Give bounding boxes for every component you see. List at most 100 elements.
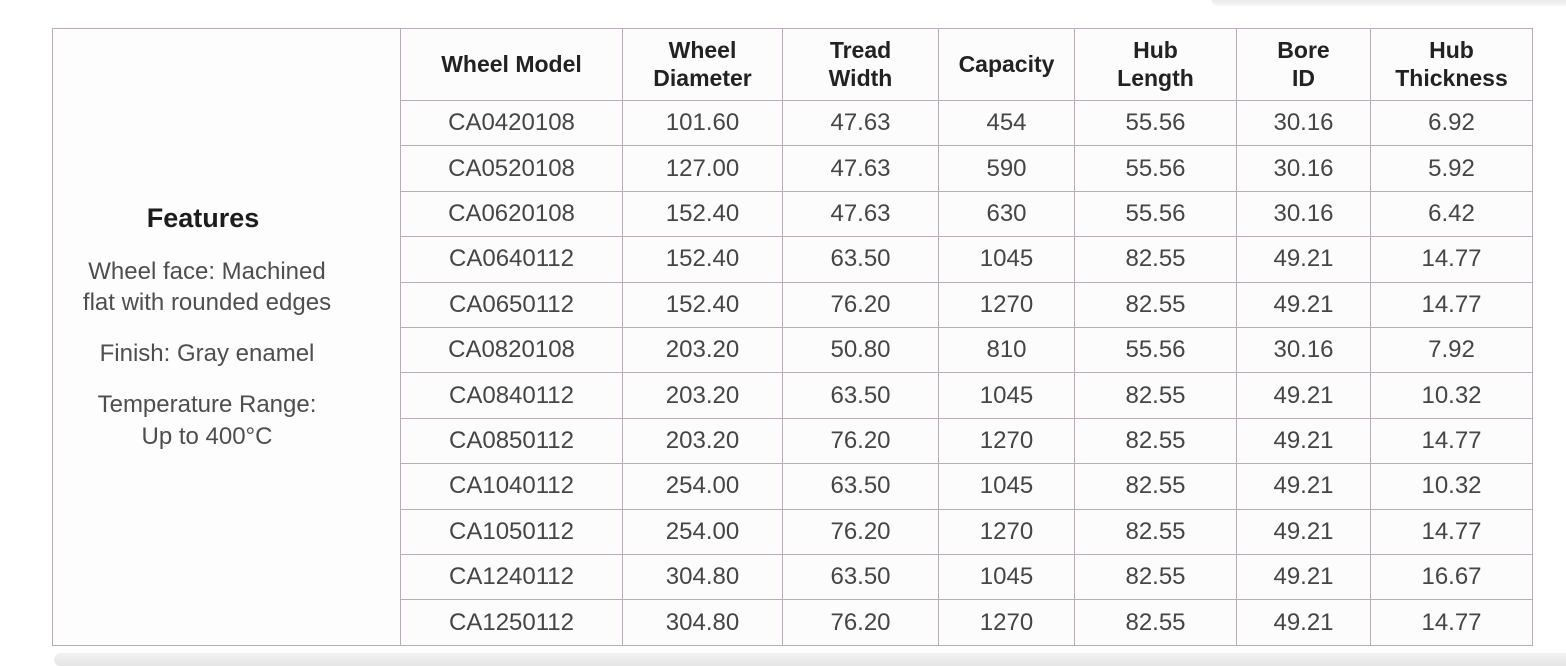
table-row: CA0620108 152.40 47.63 630 55.56 30.16 6… [53, 190, 1533, 238]
table-cell: 49.21 [1236, 463, 1371, 510]
page-edge-shadow-top [1212, 0, 1566, 6]
table-row: CA1040112 254.00 63.50 1045 82.55 49.21 … [53, 463, 1533, 510]
table-cell: 76.20 [782, 417, 939, 465]
table-row: CA0640112 152.40 63.50 1045 82.55 49.21 … [53, 236, 1533, 283]
table-cell: 127.00 [622, 145, 783, 192]
table-cell: 1270 [938, 599, 1075, 646]
wheel-model-cell: CA0420108 [400, 99, 623, 147]
wheel-model-cell: CA0650112 [400, 281, 623, 329]
table-cell: 30.16 [1236, 145, 1371, 192]
table-cell: 47.63 [782, 190, 939, 238]
table-cell: 30.16 [1236, 327, 1371, 374]
column-header-bore-id: Bore ID [1236, 28, 1371, 101]
table-cell: 82.55 [1074, 417, 1237, 465]
table-cell: 152.40 [622, 190, 783, 238]
table-cell: 55.56 [1074, 327, 1237, 374]
table-cell: 50.80 [782, 327, 939, 374]
table-cell: 14.77 [1370, 236, 1533, 283]
table-cell: 203.20 [622, 372, 783, 419]
table-cell: 1045 [938, 554, 1075, 601]
table-cell: 55.56 [1074, 145, 1237, 192]
table-cell: 6.42 [1370, 190, 1533, 238]
table-cell: 63.50 [782, 236, 939, 283]
table-cell: 10.32 [1370, 463, 1533, 510]
table-cell: 49.21 [1236, 554, 1371, 601]
table-cell: 1270 [938, 281, 1075, 329]
table-cell: 82.55 [1074, 554, 1237, 601]
table-cell: 47.63 [782, 99, 939, 147]
table-cell: 55.56 [1074, 99, 1237, 147]
column-header-capacity: Capacity [938, 28, 1075, 101]
table-cell: 82.55 [1074, 236, 1237, 283]
table-cell: 14.77 [1370, 281, 1533, 329]
table-cell: 63.50 [782, 554, 939, 601]
table-cell: 82.55 [1074, 372, 1237, 419]
wheel-model-cell: CA0640112 [400, 236, 623, 283]
table-cell: 590 [938, 145, 1075, 192]
wheel-model-cell: CA1250112 [400, 599, 623, 646]
feature-item-wheel-face: Wheel face: Machined flat with rounded e… [82, 257, 332, 317]
table-cell: 30.16 [1236, 190, 1371, 238]
table-cell: 1045 [938, 236, 1075, 283]
table-cell: 152.40 [622, 236, 783, 283]
table-cell: 49.21 [1236, 281, 1371, 329]
table-cell: 76.20 [782, 599, 939, 646]
wheel-model-cell: CA1050112 [400, 508, 623, 556]
column-header-wheel-diameter: Wheel Diameter [622, 28, 783, 101]
wheel-model-cell: CA0620108 [400, 190, 623, 238]
table-cell: 203.20 [622, 327, 783, 374]
wheel-model-cell: CA0820108 [400, 327, 623, 374]
feature-item-temperature: Temperature Range: Up to 400°C [97, 390, 317, 450]
table-cell: 7.92 [1370, 327, 1533, 374]
table-cell: 152.40 [622, 281, 783, 329]
column-header-wheel-model: Wheel Model [400, 28, 623, 101]
wheel-model-cell: CA1240112 [400, 554, 623, 601]
header-row: Features Wheel face: Machined flat with … [52, 28, 1533, 646]
table-row: CA0820108 203.20 50.80 810 55.56 30.16 7… [53, 327, 1533, 374]
table-cell: 1270 [938, 417, 1075, 465]
table-cell: 55.56 [1074, 190, 1237, 238]
table-row: CA1250112 304.80 76.20 1270 82.55 49.21 … [53, 599, 1533, 646]
table-cell: 47.63 [782, 145, 939, 192]
wheel-spec-table: Features Wheel face: Machined flat with … [52, 28, 1533, 646]
table-cell: 49.21 [1236, 508, 1371, 556]
table-cell: 63.50 [782, 463, 939, 510]
table-cell: 49.21 [1236, 599, 1371, 646]
feature-item-finish: Finish: Gray enamel [99, 340, 315, 368]
column-header-tread-width: Tread Width [782, 28, 939, 101]
table-cell: 1270 [938, 508, 1075, 556]
table-cell: 82.55 [1074, 463, 1237, 510]
table-cell: 6.92 [1370, 99, 1533, 147]
features-title: Features [146, 202, 260, 233]
table-cell: 49.21 [1236, 372, 1371, 419]
table-cell: 454 [938, 99, 1075, 147]
features-panel: Features Wheel face: Machined flat with … [52, 28, 401, 646]
table-cell: 1045 [938, 463, 1075, 510]
table-cell: 16.67 [1370, 554, 1533, 601]
table-cell: 810 [938, 327, 1075, 374]
table-cell: 254.00 [622, 463, 783, 510]
table-cell: 304.80 [622, 599, 783, 646]
table-cell: 14.77 [1370, 599, 1533, 646]
table-cell: 82.55 [1074, 508, 1237, 556]
wheel-model-cell: CA1040112 [400, 463, 623, 510]
table-cell: 254.00 [622, 508, 783, 556]
table-cell: 5.92 [1370, 145, 1533, 192]
wheel-model-cell: CA0520108 [400, 145, 623, 192]
table-cell: 30.16 [1236, 99, 1371, 147]
table-cell: 63.50 [782, 372, 939, 419]
column-header-hub-thickness: Hub Thickness [1370, 28, 1533, 101]
table-cell: 101.60 [622, 99, 783, 147]
table-cell: 76.20 [782, 281, 939, 329]
page-edge-shadow-bottom [54, 653, 1566, 666]
table-cell: 1045 [938, 372, 1075, 419]
table-cell: 82.55 [1074, 599, 1237, 646]
table-cell: 630 [938, 190, 1075, 238]
table-cell: 14.77 [1370, 508, 1533, 556]
table-row: CA0840112 203.20 63.50 1045 82.55 49.21 … [53, 372, 1533, 419]
table-cell: 82.55 [1074, 281, 1237, 329]
table-cell: 76.20 [782, 508, 939, 556]
table-cell: 14.77 [1370, 417, 1533, 465]
column-header-hub-length: Hub Length [1074, 28, 1237, 101]
table-cell: 49.21 [1236, 236, 1371, 283]
